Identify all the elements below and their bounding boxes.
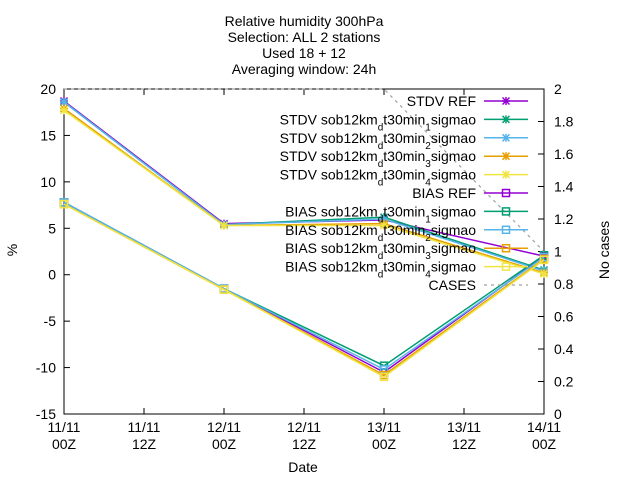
y2-tick-label: 1.8	[554, 114, 574, 130]
y2-tick-label: 2	[554, 81, 562, 97]
x-tick-label: 11/11	[48, 419, 81, 435]
legend-entry: STDV sob12kmdt30min2sigmao	[280, 130, 528, 152]
y2-tick-label: 0.4	[554, 341, 574, 357]
series-line	[63, 107, 545, 274]
y2-tick-label: 1.6	[554, 146, 574, 162]
y2-tick-label: 1.2	[554, 211, 574, 227]
x-tick-sublabel: 12Z	[132, 436, 157, 452]
x-axis-label: Date	[288, 459, 318, 475]
legend-label: STDV sob12kmdt30min3sigmao	[280, 148, 477, 170]
legend-entry: BIAS sob12kmdt30min2sigmao	[285, 222, 528, 244]
legend-label: STDV sob12kmdt30min1sigmao	[280, 111, 477, 132]
legend-marker	[501, 262, 511, 271]
legend-entry: CASES	[429, 277, 528, 293]
legend-marker	[501, 243, 511, 253]
series-line	[63, 101, 545, 272]
legend-entry: BIAS REF	[412, 185, 528, 201]
data-point	[379, 221, 389, 230]
series-line	[63, 201, 545, 371]
y-tick-label: 0	[48, 267, 56, 283]
legend-label: BIAS sob12kmdt30min2sigmao	[285, 222, 476, 244]
legend-label: BIAS sob12kmdt30min1sigmao	[285, 203, 476, 225]
legend-entry: STDV REF	[407, 93, 528, 109]
legend-marker	[501, 115, 511, 124]
x-tick-label: 12/11	[287, 419, 321, 435]
x-tick-label: 14/11	[527, 419, 561, 435]
data-point	[219, 221, 229, 230]
data-point	[219, 285, 229, 294]
legend-entry: STDV sob12kmdt30min1sigmao	[280, 111, 528, 133]
x-tick-label: 12/11	[207, 419, 241, 435]
data-point	[539, 269, 549, 278]
y2-tick-label: 0.8	[554, 276, 574, 292]
x-tick-sublabel: 00Z	[532, 436, 557, 452]
y2-tick-label: 0.6	[554, 309, 574, 325]
data-point	[539, 255, 549, 265]
legend-entry: BIAS sob12kmdt30min4sigmao	[285, 259, 528, 281]
series-10	[64, 88, 545, 252]
y2-tick-label: 1	[554, 244, 562, 260]
data-point	[59, 106, 69, 115]
y2-tick-label: 0	[554, 406, 562, 422]
chart-axes: -15 -10 -5 0 5 10 15 20 0 0.2 0.4 0.6 0.8 1 1.2 1.4 1.6 1…	[36, 81, 574, 452]
legend-marker	[501, 170, 511, 179]
y-tick-label: 10	[40, 174, 56, 190]
chart-plot-area	[59, 88, 549, 382]
data-point	[379, 372, 389, 382]
x-tick-sublabel: 12Z	[292, 436, 317, 452]
series-4	[59, 106, 549, 278]
series-line	[64, 88, 545, 252]
x-tick-sublabel: 00Z	[52, 436, 77, 452]
series-line	[63, 109, 545, 275]
y-tick-label: -10	[36, 360, 56, 376]
legend-label: STDV sob12kmdt30min4sigmao	[280, 167, 477, 189]
x-tick-sublabel: 00Z	[372, 436, 397, 452]
legend-label: BIAS sob12kmdt30min3sigmao	[285, 240, 476, 262]
y2-tick-label: 0.2	[554, 374, 574, 390]
y2-tick-label: 1.4	[554, 179, 574, 195]
legend-marker	[501, 96, 511, 106]
y2-axis-label: No cases	[596, 221, 612, 279]
series-line	[63, 203, 545, 378]
y-tick-label: -15	[36, 406, 56, 422]
legend-entry: STDV sob12kmdt30min4sigmao	[280, 167, 528, 189]
legend-marker	[501, 152, 511, 161]
chart-title-line: Selection: ALL 2 stations	[228, 29, 381, 45]
y-tick-label: -5	[44, 313, 57, 329]
y-tick-label: 5	[48, 220, 56, 236]
legend-marker	[501, 133, 511, 142]
chart-title-line: Relative humidity 300hPa	[225, 13, 384, 29]
legend-label: BIAS REF	[412, 185, 476, 201]
x-tick-label: 13/11	[367, 419, 401, 435]
legend-entry: STDV sob12kmdt30min3sigmao	[280, 148, 528, 170]
y-tick-label: 20	[40, 81, 56, 97]
legend-marker	[501, 225, 511, 235]
legend-label: CASES	[429, 277, 476, 293]
legend-label: STDV REF	[407, 93, 476, 109]
chart-title-line: Averaging window: 24h	[232, 61, 377, 77]
x-tick-label: 11/11	[128, 419, 161, 435]
x-tick-label: 13/11	[447, 419, 481, 435]
legend-marker	[501, 188, 511, 198]
legend-marker	[501, 207, 511, 216]
y-axis-label: %	[4, 244, 20, 256]
data-point	[59, 199, 69, 209]
legend-label: STDV sob12kmdt30min2sigmao	[280, 130, 477, 152]
legend-label: BIAS sob12kmdt30min4sigmao	[285, 259, 476, 281]
x-tick-sublabel: 00Z	[212, 436, 237, 452]
y-tick-label: 15	[40, 127, 56, 143]
series-9	[59, 199, 549, 382]
x-tick-sublabel: 12Z	[452, 436, 477, 452]
legend-entry: BIAS sob12kmdt30min1sigmao	[285, 203, 528, 225]
chart-title-line: Used 18 + 12	[262, 45, 346, 61]
legend-entry: BIAS sob12kmdt30min3sigmao	[285, 240, 528, 262]
